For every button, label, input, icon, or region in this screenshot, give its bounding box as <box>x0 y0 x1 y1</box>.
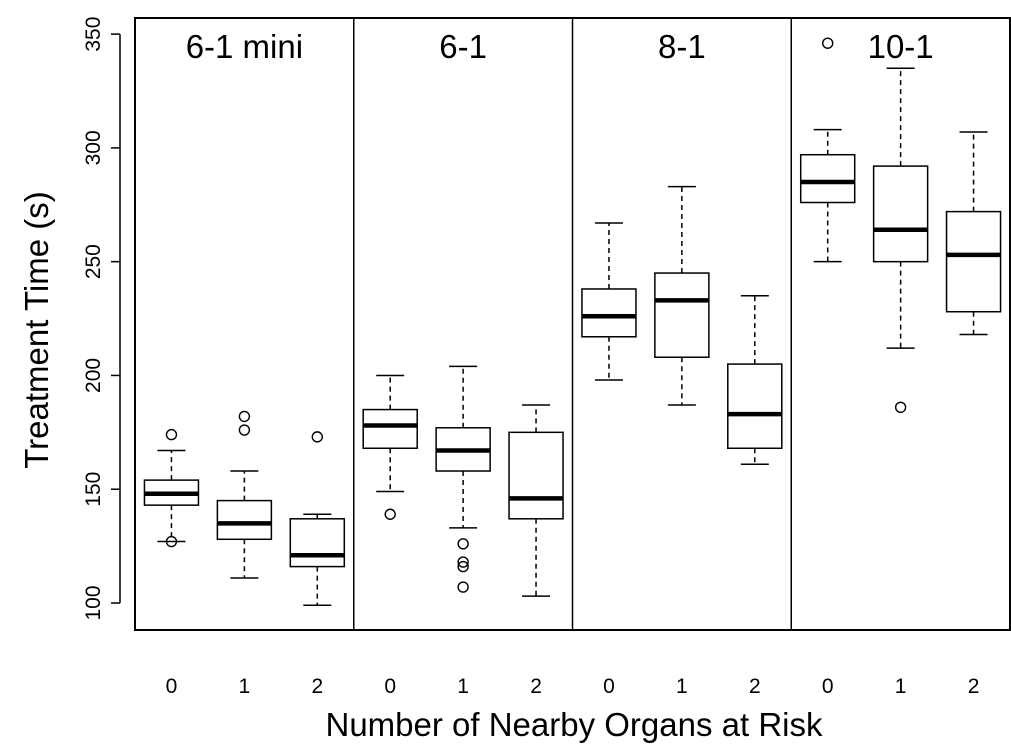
iqr-box <box>581 288 637 338</box>
y-axis: 100 150 200 250 300 350 <box>82 17 121 621</box>
x-tick-label: 1 <box>676 675 688 698</box>
box-group <box>143 428 200 548</box>
iqr-box <box>872 165 929 263</box>
box-group <box>799 37 856 263</box>
box-group <box>581 222 637 381</box>
outlier-point <box>311 431 323 443</box>
x-tick-label: 0 <box>603 675 615 698</box>
outlier-point <box>457 538 469 550</box>
outlier-point <box>238 424 251 436</box>
y-tick-label: 100 <box>82 585 105 620</box>
iqr-box <box>727 363 783 450</box>
y-axis-title: Treatment Time (s) <box>18 191 55 469</box>
outlier-point <box>822 37 834 49</box>
panel-titles: 6-1 mini 6-1 8-1 10-1 <box>186 28 934 65</box>
iqr-box <box>508 431 564 520</box>
x-tick-label: 0 <box>384 675 396 698</box>
outlier-point <box>457 556 469 568</box>
box-group <box>727 295 783 465</box>
y-tick-label: 300 <box>82 130 105 165</box>
x-tick-label: 1 <box>457 675 469 698</box>
panel-title: 6-1 mini <box>186 28 303 65</box>
box-group <box>362 374 418 520</box>
y-tick-label: 150 <box>82 472 105 507</box>
iqr-box <box>945 210 1002 313</box>
plot-area: 6-1 mini 6-1 8-1 10-1 <box>134 17 1011 631</box>
box-group <box>435 365 491 593</box>
iqr-box <box>799 153 856 204</box>
box-group <box>508 404 564 597</box>
iqr-box <box>362 408 418 450</box>
box-group <box>654 185 710 406</box>
outlier-point <box>238 410 251 423</box>
iqr-box <box>216 499 273 541</box>
panel-title: 10-1 <box>868 28 934 65</box>
x-axis-title: Number of Nearby Organs at Risk <box>325 706 823 743</box>
outlier-point <box>894 401 907 414</box>
box-group <box>872 67 929 414</box>
x-axis: 0 1 2 0 1 2 0 1 2 0 1 2 <box>166 675 980 698</box>
y-tick-label: 350 <box>82 17 105 52</box>
x-tick-label: 1 <box>239 675 251 698</box>
panel-dividers <box>353 18 792 630</box>
iqr-box <box>654 272 710 358</box>
y-tick-label: 250 <box>82 244 105 279</box>
outlier-point <box>384 508 396 520</box>
y-tick-label: 200 <box>82 358 105 393</box>
x-tick-label: 0 <box>822 675 834 698</box>
x-tick-label: 2 <box>311 675 323 698</box>
x-tick-label: 2 <box>530 675 542 698</box>
box-group <box>216 410 273 579</box>
x-tick-label: 2 <box>749 675 761 698</box>
outlier-point <box>457 581 469 593</box>
x-tick-label: 2 <box>968 675 980 698</box>
box-group <box>945 131 1002 336</box>
x-tick-label: 1 <box>895 675 907 698</box>
outlier-point <box>165 535 178 548</box>
panel-title: 8-1 <box>658 28 706 65</box>
box-group <box>289 431 346 607</box>
box-series <box>143 37 1002 607</box>
outlier-point <box>165 428 178 441</box>
outlier-point <box>457 560 469 573</box>
panel-title: 6-1 <box>439 28 487 65</box>
iqr-box <box>289 518 346 568</box>
x-tick-label: 0 <box>166 675 178 698</box>
